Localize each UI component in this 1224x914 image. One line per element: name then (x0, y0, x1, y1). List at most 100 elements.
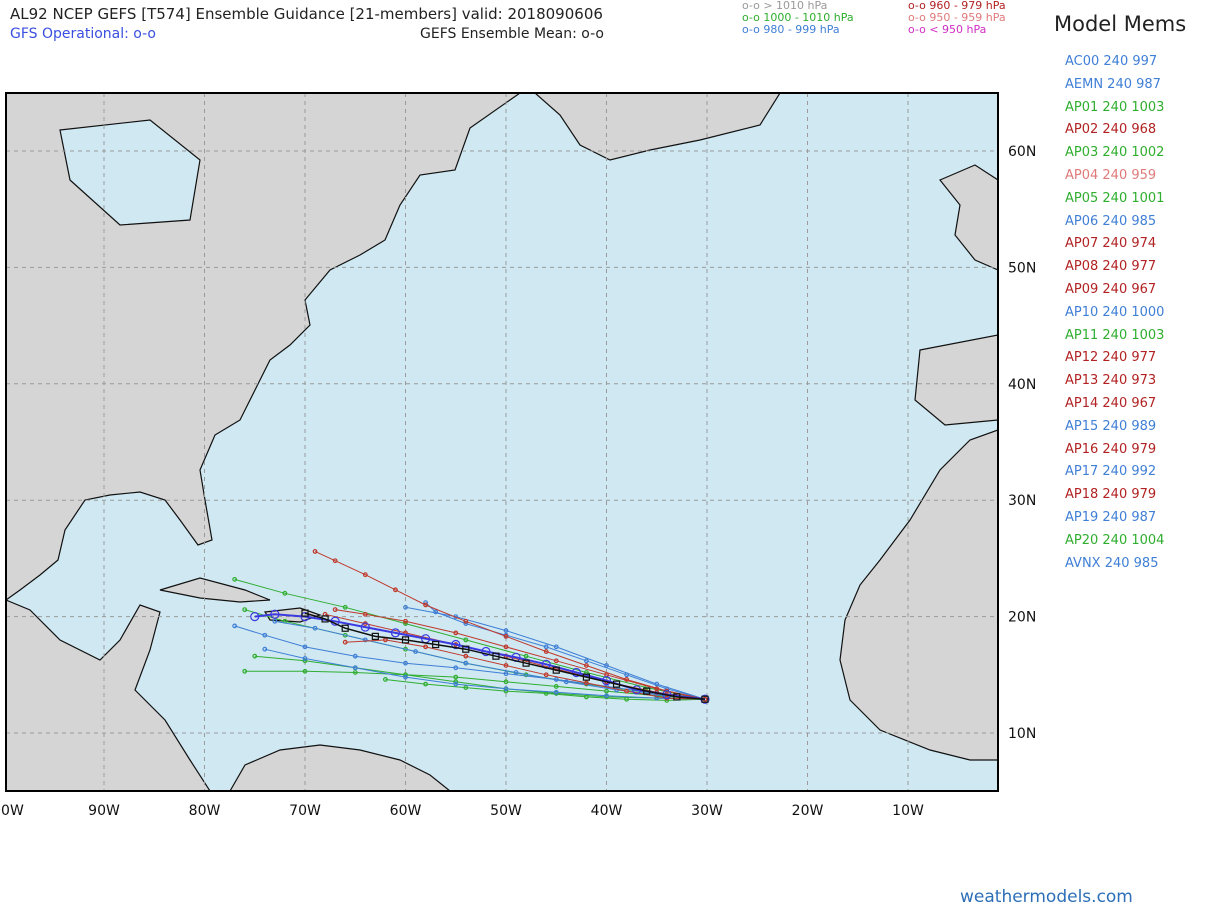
member-track-green-point (503, 679, 509, 685)
member-track-green-point (232, 576, 238, 582)
member-track-blue-point (584, 658, 589, 664)
member-entry: AP20 240 1004 (1065, 532, 1165, 548)
gefs-mean-track-point (371, 632, 379, 640)
member-track-blue (234, 625, 706, 700)
member-entry: AP14 240 967 (1065, 395, 1157, 411)
member-track-green-point (553, 684, 559, 689)
member-track-red-point (403, 618, 408, 624)
longitude-label: 90W (88, 803, 120, 819)
member-entry: AVNX 240 985 (1065, 555, 1159, 571)
member-track-blue-point (503, 628, 509, 633)
member-track-green-point (383, 677, 388, 682)
gfs-operational-track-point (250, 611, 260, 622)
member-track-green-point (423, 681, 429, 687)
member-track-blue (264, 648, 706, 700)
gefs-mean-track-point (612, 680, 621, 688)
member-track-red-point (312, 549, 318, 554)
member-track-blue-point (503, 671, 509, 677)
member-track-green-point (604, 688, 609, 694)
member-track-blue-point (463, 660, 469, 666)
pressure-legend-960-979: o-o 960 - 979 hPa (908, 0, 1006, 12)
gefs-mean-track-point (301, 609, 309, 617)
longitude-label: 60W (390, 803, 422, 819)
member-track-blue-point (403, 604, 408, 610)
member-entry: AP16 240 979 (1065, 441, 1157, 457)
gefs-mean-track-point (401, 636, 410, 644)
gfs-operational-track-point (390, 628, 401, 638)
pressure-legend-gt1010: o-o > 1010 hPa (742, 0, 828, 12)
gefs-mean-track-point (643, 687, 651, 695)
member-track-green-point (463, 685, 469, 691)
latitude-label: 10N (1008, 726, 1036, 742)
gfs-operational-label: GFS Operational: o-o (10, 26, 157, 42)
gefs-mean-track (304, 612, 706, 700)
member-track-red-point (503, 633, 509, 639)
member-track-blue-point (352, 653, 358, 659)
member-track-red-point (423, 644, 429, 650)
pressure-legend-lt950: o-o < 950 hPa (908, 23, 987, 36)
member-track-green (254, 655, 706, 700)
gfs-operational-track-point (300, 611, 310, 622)
longitude-label: 40W (591, 803, 623, 819)
longitude-label: 50W (490, 803, 522, 819)
member-track-blue-point (604, 693, 609, 699)
map-title: AL92 NCEP GEFS [T574] Ensemble Guidance … (10, 5, 603, 23)
member-track-blue-point (614, 687, 619, 693)
gfs-operational-track-point (571, 667, 581, 678)
member-track-blue-point (352, 665, 358, 671)
member-entry: AP19 240 987 (1065, 509, 1157, 525)
member-track-green-point (463, 637, 469, 643)
member-track-blue (405, 606, 706, 700)
member-entry: AP11 240 1003 (1065, 327, 1165, 343)
member-track-red-point (342, 639, 348, 645)
gefs-mean-track-point (582, 673, 591, 681)
member-track-blue-point (423, 600, 429, 606)
member-track-green-point (523, 653, 529, 659)
member-track-green-point (282, 590, 288, 596)
member-track-green-point (342, 604, 348, 610)
member-entry: AP17 240 992 (1065, 464, 1157, 480)
latitude-label: 60N (1008, 144, 1036, 160)
member-entry: AP12 240 977 (1065, 350, 1157, 366)
member-track-red-point (332, 558, 338, 564)
member-track-blue-point (503, 686, 509, 692)
member-entry: AP15 240 989 (1065, 418, 1157, 434)
member-track-blue-point (654, 681, 660, 687)
gefs-mean-track-point (701, 695, 709, 703)
pressure-legend-1000-1010: o-o 1000 - 1010 hPa (742, 11, 854, 24)
member-track-blue-point (302, 656, 308, 661)
gfs-operational-track-point (451, 639, 461, 650)
member-track-red-point (584, 663, 589, 668)
member-track-blue-point (433, 609, 439, 615)
latitude-label: 20N (1008, 610, 1036, 626)
member-track-red-point (624, 688, 629, 694)
member-entry: AP06 240 985 (1065, 213, 1157, 229)
gfs-operational-track-point (360, 622, 370, 632)
member-track-green-point (352, 670, 358, 675)
member-entry: AP05 240 1001 (1065, 190, 1165, 206)
member-track-blue-point (563, 679, 569, 685)
member-track-red-point (463, 653, 469, 659)
map-frame (5, 92, 999, 792)
member-track-green-point (584, 694, 589, 700)
member-track-blue-point (272, 618, 278, 624)
member-track-blue-point (262, 646, 268, 652)
member-track-red-point (393, 587, 398, 593)
member-entry: AP13 240 973 (1065, 373, 1157, 389)
gefs-mean-track-point (321, 615, 329, 623)
member-track-red (335, 609, 706, 700)
member-track-green (244, 670, 706, 700)
member-track-red-point (332, 607, 338, 613)
member-entry: AP07 240 974 (1065, 236, 1157, 252)
member-entry: AP03 240 1002 (1065, 145, 1165, 161)
member-track-blue-point (513, 670, 519, 675)
model-members-list: AC00 240 997 AEMN 240 987 AP01 240 1003 AP0… (1065, 53, 1164, 577)
longitude-label: 10W (892, 803, 924, 819)
iberia (914, 334, 998, 426)
member-track-red-point (584, 680, 589, 686)
member-track-green-point (302, 668, 308, 674)
member-track-blue (274, 620, 706, 700)
member-track-blue-point (312, 625, 318, 631)
member-track-red-point (463, 618, 469, 624)
gefs-mean-track-point (432, 640, 440, 649)
